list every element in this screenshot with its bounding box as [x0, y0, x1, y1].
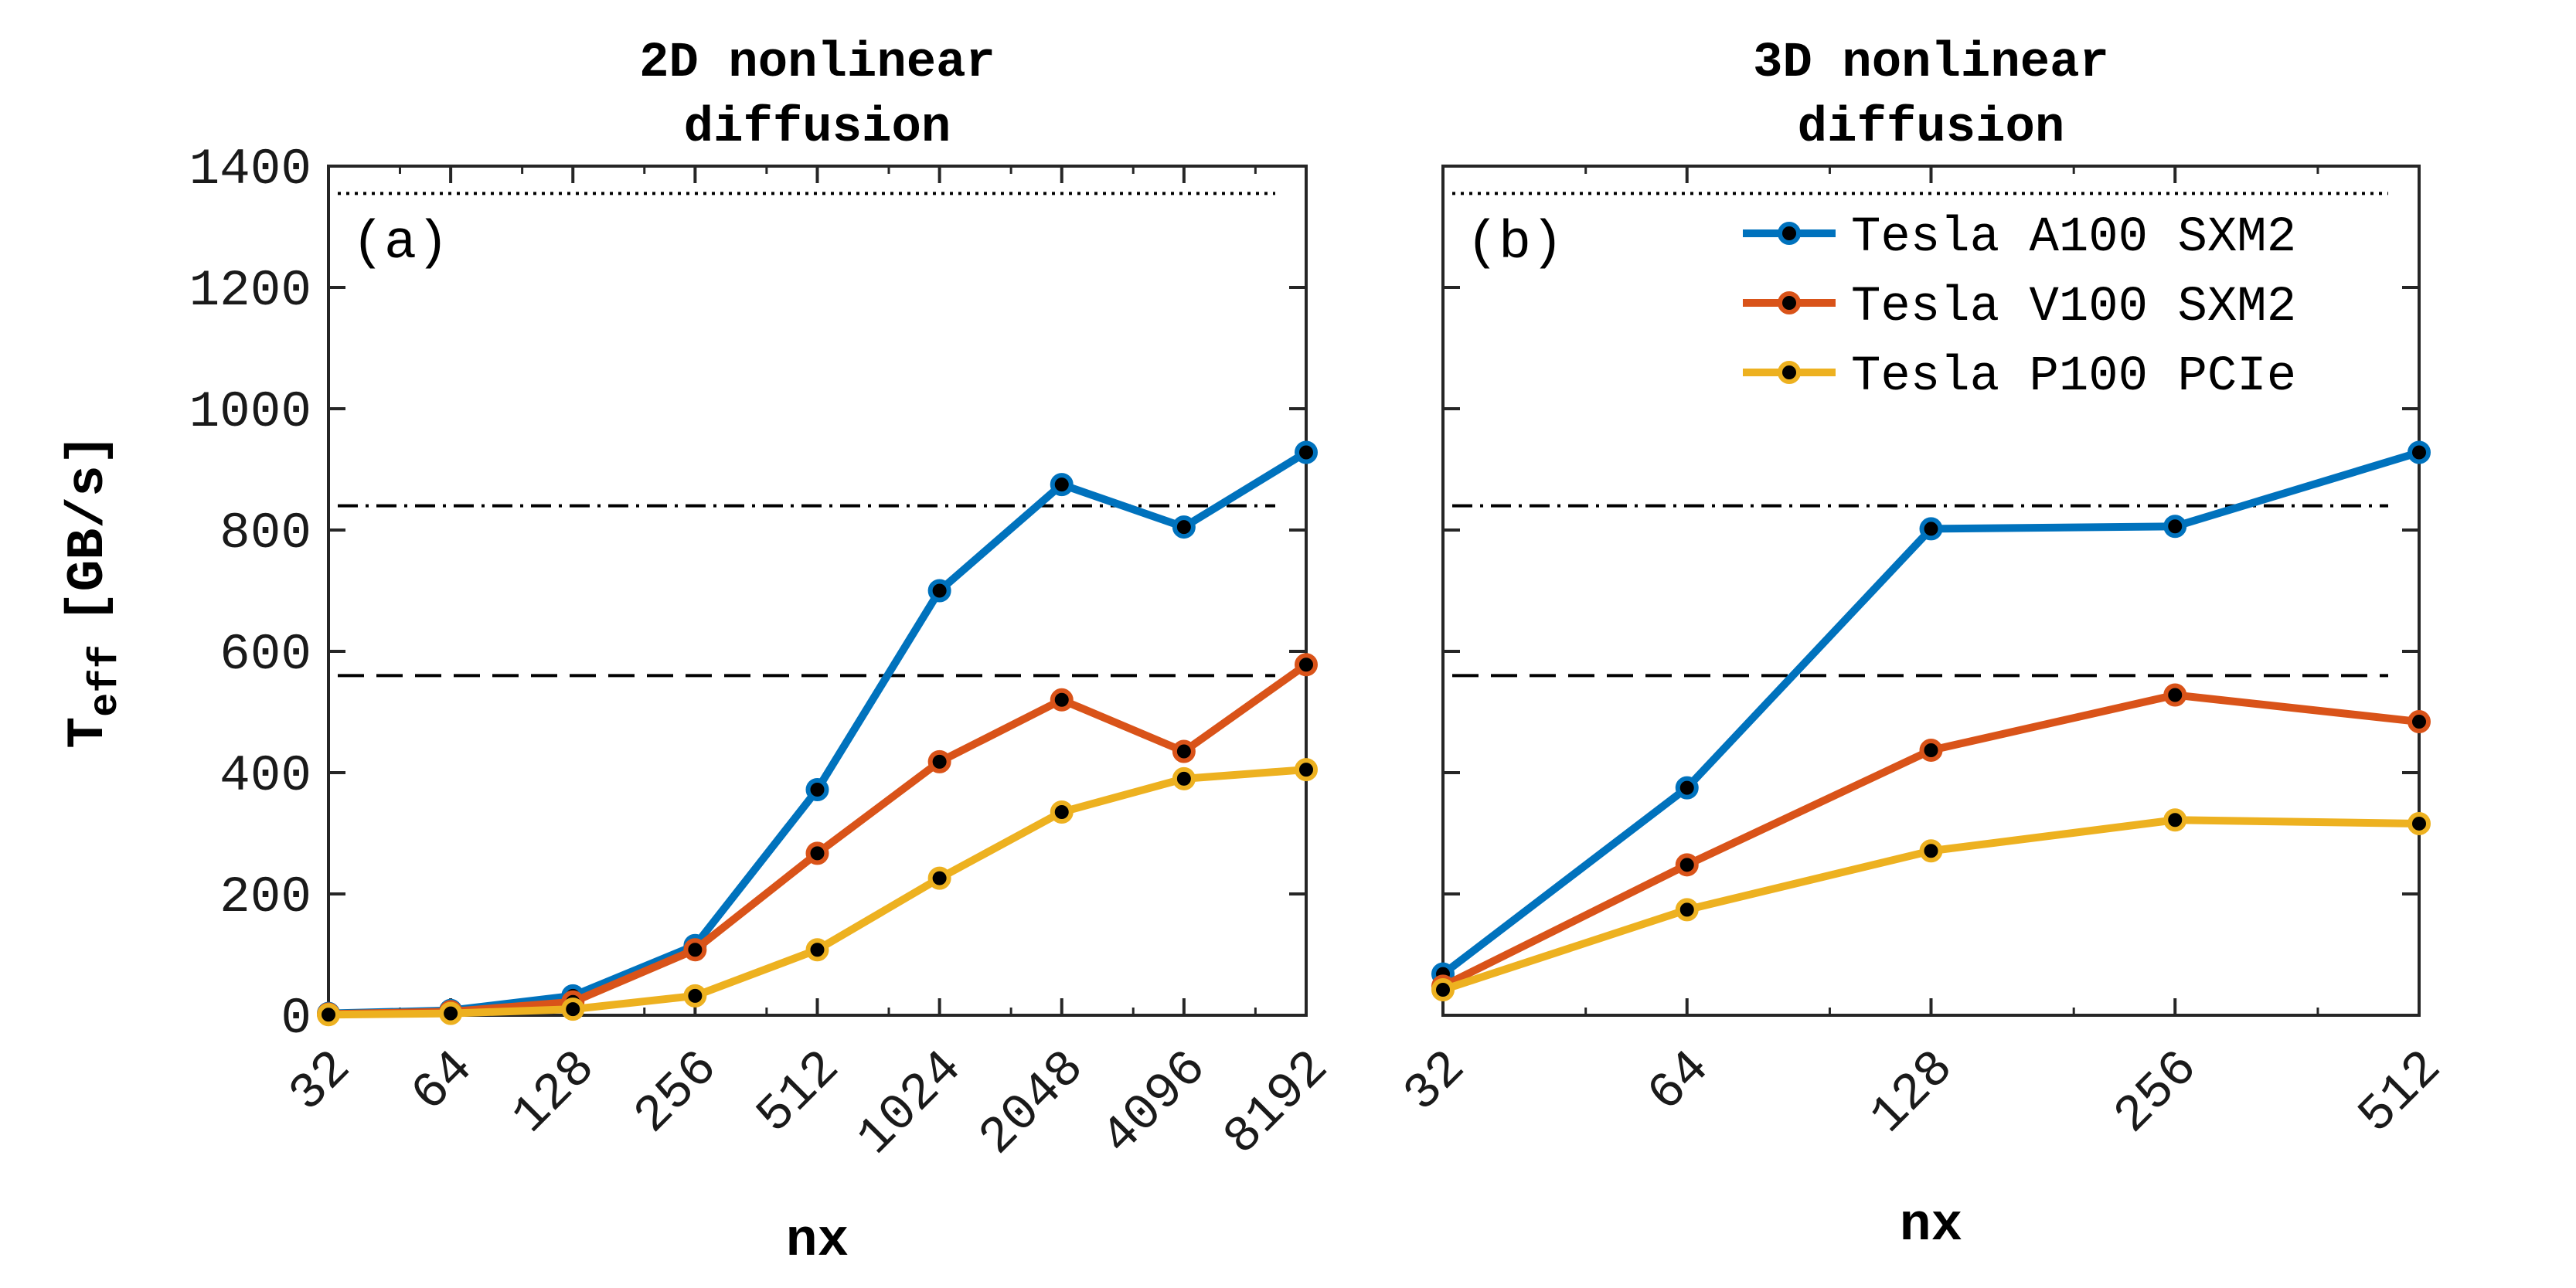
- data-point: [927, 866, 951, 890]
- legend: Tesla A100 SXM2 Tesla V100 SXM2 Tesla P100…: [1743, 210, 2296, 405]
- chart-title-line: diffusion: [1798, 100, 2065, 156]
- y-axis-label-units: [GB/s]: [59, 433, 118, 623]
- panel-a-2d-diffusion: 0 200 400 600 800 1000 1200 1400 32 64 128 256 51210…: [59, 36, 1340, 1271]
- data-point: [927, 579, 951, 603]
- chart-title-line: diffusion: [684, 100, 951, 156]
- axes-frame: [1441, 165, 2421, 1017]
- data-point: [2408, 811, 2431, 835]
- data-point: [2408, 440, 2431, 464]
- data-point: [2163, 683, 2187, 707]
- x-tick-label: 128: [501, 1039, 607, 1145]
- data-point: [1675, 853, 1699, 877]
- data-point: [1050, 473, 1074, 497]
- x-tick-label: 8192: [1213, 1039, 1340, 1167]
- series-line-2: [328, 766, 1307, 1019]
- data-point: [683, 938, 707, 962]
- legend-marker-1: [1778, 291, 1801, 314]
- data-point: [1295, 758, 1318, 782]
- x-tick-label: 64: [1637, 1039, 1721, 1123]
- x-tick-label: 2048: [968, 1039, 1096, 1167]
- data-point: [1050, 688, 1074, 712]
- data-point: [927, 749, 951, 773]
- x-tick-label: 4096: [1091, 1039, 1218, 1167]
- data-point: [439, 1001, 463, 1025]
- chart-title-line: 3D nonlinear: [1753, 36, 2109, 91]
- data-point: [1172, 739, 1196, 763]
- x-tick-label: 32: [1393, 1039, 1477, 1123]
- y-tick-label: 800: [219, 505, 311, 562]
- data-point: [683, 984, 707, 1008]
- legend-entry-0: Tesla A100 SXM2: [1851, 210, 2296, 266]
- y-tick-label: 1400: [189, 141, 311, 199]
- y-axis-label: Teff [GB/s]: [59, 433, 128, 748]
- y-tick-label: 1200: [189, 262, 311, 320]
- legend-entry-2: Tesla P100 PCIe: [1851, 349, 2296, 405]
- data-point: [1675, 898, 1699, 922]
- legend-marker-2: [1778, 361, 1801, 384]
- x-tick-label: 256: [623, 1039, 729, 1145]
- data-point: [1050, 800, 1074, 824]
- x-tick-label: 1024: [846, 1039, 974, 1167]
- y-tick-label: 200: [219, 868, 311, 926]
- x-tick-label: 64: [400, 1039, 485, 1123]
- data-point: [2163, 808, 2187, 832]
- data-point: [1919, 839, 1943, 863]
- chart-title-line: 2D nonlinear: [639, 36, 995, 91]
- data-point: [1295, 440, 1318, 464]
- y-tick-label: 400: [219, 747, 311, 805]
- panel-label: (a): [352, 213, 449, 274]
- y-tick-label: 600: [219, 626, 311, 684]
- y-axis-label-subscript: eff: [83, 644, 128, 717]
- y-tick-label: 0: [281, 990, 311, 1048]
- data-point: [805, 938, 829, 962]
- x-tick-label: 512: [2347, 1039, 2453, 1145]
- series-line-0: [328, 449, 1308, 1018]
- panel-label: (b): [1466, 213, 1564, 274]
- data-point: [1172, 766, 1196, 790]
- x-tick-label: 256: [2103, 1039, 2209, 1145]
- legend-marker-0: [1778, 222, 1801, 245]
- data-point: [805, 777, 829, 801]
- data-point: [561, 997, 585, 1021]
- data-point: [1295, 653, 1318, 677]
- data-point: [805, 841, 829, 865]
- series-line-1: [328, 661, 1308, 1018]
- x-tick-label: 32: [278, 1039, 362, 1123]
- data-point: [1919, 738, 1943, 762]
- data-point: [1172, 515, 1196, 539]
- panel-b-3d-diffusion: 32 64 128 256 512 3D nonlinear diffusion (b) nx T…: [1393, 36, 2453, 1256]
- data-point: [1919, 517, 1943, 541]
- data-point: [2163, 515, 2187, 539]
- data-point: [2408, 710, 2431, 734]
- data-point: [1431, 978, 1455, 1002]
- y-tick-label: 1000: [189, 383, 311, 441]
- data-point: [317, 1003, 340, 1027]
- data-point: [1675, 776, 1699, 800]
- legend-entry-1: Tesla V100 SXM2: [1851, 280, 2296, 335]
- axes-frame: [327, 165, 1308, 1017]
- x-axis-label: nx: [786, 1212, 849, 1271]
- y-axis-label-symbol: T: [59, 717, 118, 749]
- x-axis-label: nx: [1900, 1196, 1963, 1256]
- x-tick-label: 512: [746, 1039, 852, 1145]
- x-tick-label: 128: [1860, 1039, 1965, 1145]
